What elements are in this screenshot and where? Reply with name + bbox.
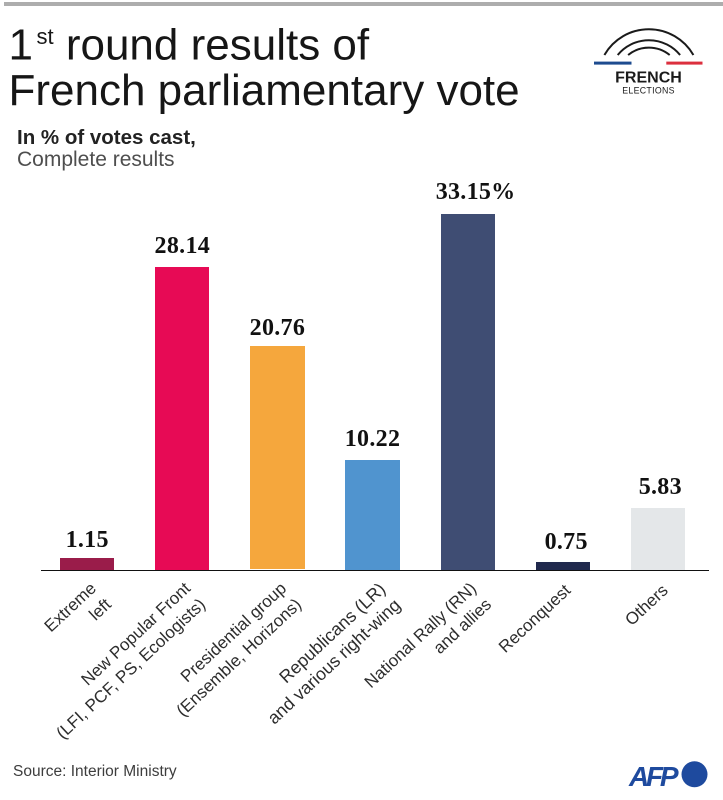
svg-text:AFP: AFP xyxy=(628,761,679,789)
svg-text:ELECTIONS: ELECTIONS xyxy=(622,86,675,96)
svg-text:FRENCH: FRENCH xyxy=(615,70,682,87)
